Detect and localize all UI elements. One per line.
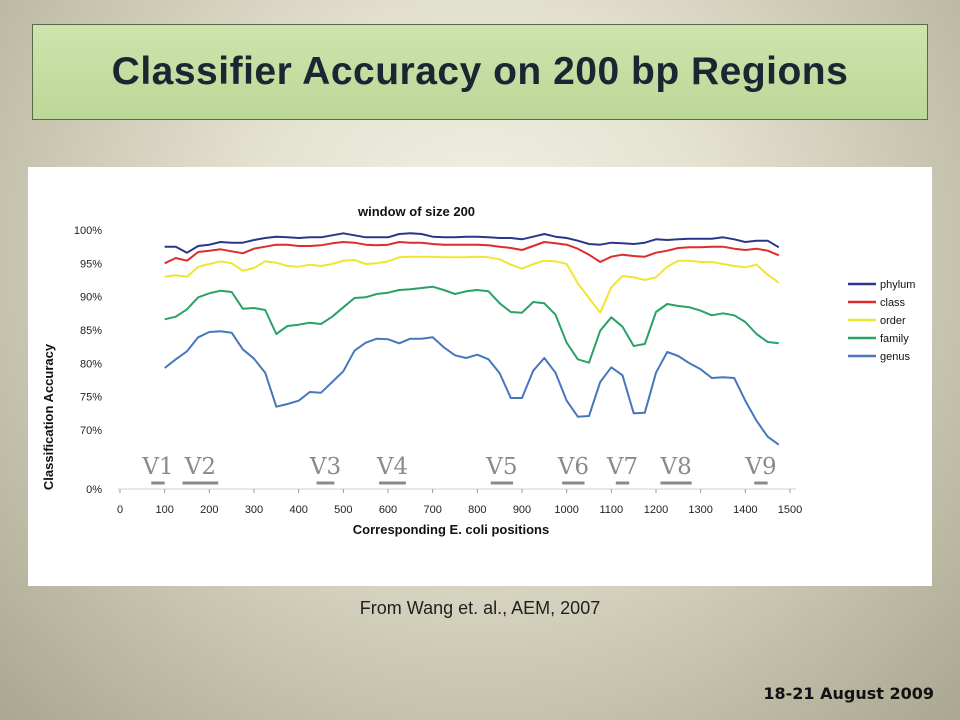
y-tick-label: 75%: [80, 392, 102, 404]
x-tick-label: 1400: [733, 504, 757, 516]
y-tick-label: 80%: [80, 358, 102, 370]
variable-region-label: V8: [659, 454, 691, 480]
x-tick-label: 0: [117, 504, 123, 516]
variable-region-label: V1: [141, 454, 173, 480]
accuracy-line-chart: window of size 200 Classification Accura…: [41, 204, 915, 537]
legend: phylum class order family genus: [848, 279, 915, 363]
variable-region-label: V2: [184, 454, 216, 480]
chart-axes: 100% 95% 90% 85% 80% 75% 70% 0% 0 100 200 300 400 500…: [74, 225, 802, 516]
x-tick-label: 500: [334, 504, 352, 516]
x-tick-label: 400: [289, 504, 307, 516]
series-line-family: [164, 285, 779, 364]
slide-title: Classifier Accuracy on 200 bp Regions: [111, 50, 849, 93]
x-tick-label: 1000: [554, 504, 578, 516]
legend-label-order: order: [880, 315, 906, 327]
figure-caption: From Wang et. al., AEM, 2007: [359, 598, 601, 618]
variable-region-label: V3: [309, 454, 341, 480]
legend-label-phylum: phylum: [880, 279, 915, 291]
variable-region-label: V4: [376, 454, 408, 480]
series-line-phylum: [164, 232, 780, 254]
variable-region-label: V7: [606, 454, 638, 480]
x-tick-label: 900: [513, 504, 531, 516]
chart-panel: window of size 200 Classification Accura…: [28, 167, 932, 586]
series-line-genus: [164, 330, 780, 446]
y-tick-label: 70%: [80, 425, 102, 437]
y-tick-label: 0%: [86, 484, 102, 496]
series-line-class: [164, 241, 780, 265]
y-tick-label: 95%: [80, 258, 102, 270]
legend-label-family: family: [880, 333, 909, 345]
x-tick-label: 1100: [600, 504, 624, 516]
variable-regions: V1 V2 V3 V4 V5 V6 V7 V8 V9: [141, 454, 777, 485]
series-line-order: [164, 255, 780, 314]
x-tick-label: 1500: [778, 504, 802, 516]
x-tick-label: 1300: [688, 504, 712, 516]
legend-label-genus: genus: [880, 351, 910, 363]
legend-label-class: class: [880, 297, 906, 309]
y-axis-label: Classification Accuracy: [41, 343, 56, 490]
x-tick-label: 1200: [644, 504, 668, 516]
event-date: 18-21 August 2009: [763, 684, 934, 703]
x-axis-label: Corresponding E. coli positions: [353, 522, 549, 537]
series-lines: [164, 232, 780, 446]
x-tick-label: 700: [423, 504, 441, 516]
x-tick-label: 100: [155, 504, 173, 516]
chart-title: window of size 200: [357, 204, 475, 219]
variable-region-label: V6: [557, 454, 589, 480]
variable-region-label: V9: [744, 454, 776, 480]
y-tick-label: 90%: [80, 292, 102, 304]
y-tick-label: 85%: [80, 325, 102, 337]
y-tick-label: 100%: [74, 225, 102, 237]
x-tick-label: 200: [200, 504, 218, 516]
x-tick-label: 800: [468, 504, 486, 516]
x-tick-label: 300: [245, 504, 263, 516]
slide-title-box: Classifier Accuracy on 200 bp Regions: [32, 24, 928, 120]
x-tick-label: 600: [379, 504, 397, 516]
variable-region-label: V5: [485, 454, 517, 480]
